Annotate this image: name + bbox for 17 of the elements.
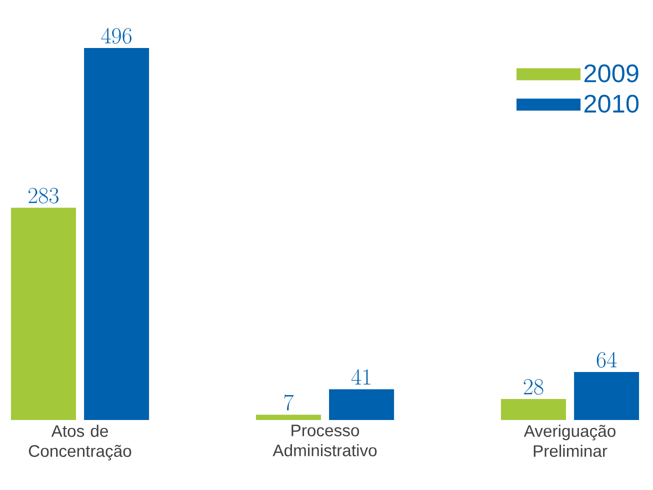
x-tick-label: Processo Administrativo (272, 424, 377, 456)
data-label: 41 (351, 369, 370, 385)
bar (574, 372, 640, 420)
bar (256, 414, 321, 420)
bar (84, 48, 150, 420)
bar (329, 389, 394, 420)
data-label: 7 (284, 394, 294, 410)
x-tick-label: Averiguação Preliminar (524, 424, 616, 457)
legend-label: 2009 (584, 64, 638, 82)
data-label: 28 (524, 379, 544, 395)
data-label: 496 (101, 28, 132, 44)
data-label: 64 (596, 352, 617, 368)
legend-label: 2010 (584, 94, 639, 113)
bar (500, 399, 566, 420)
bar (10, 208, 76, 420)
x-tick-label: Atos de Concentração (28, 424, 132, 460)
data-label: 283 (28, 188, 59, 204)
